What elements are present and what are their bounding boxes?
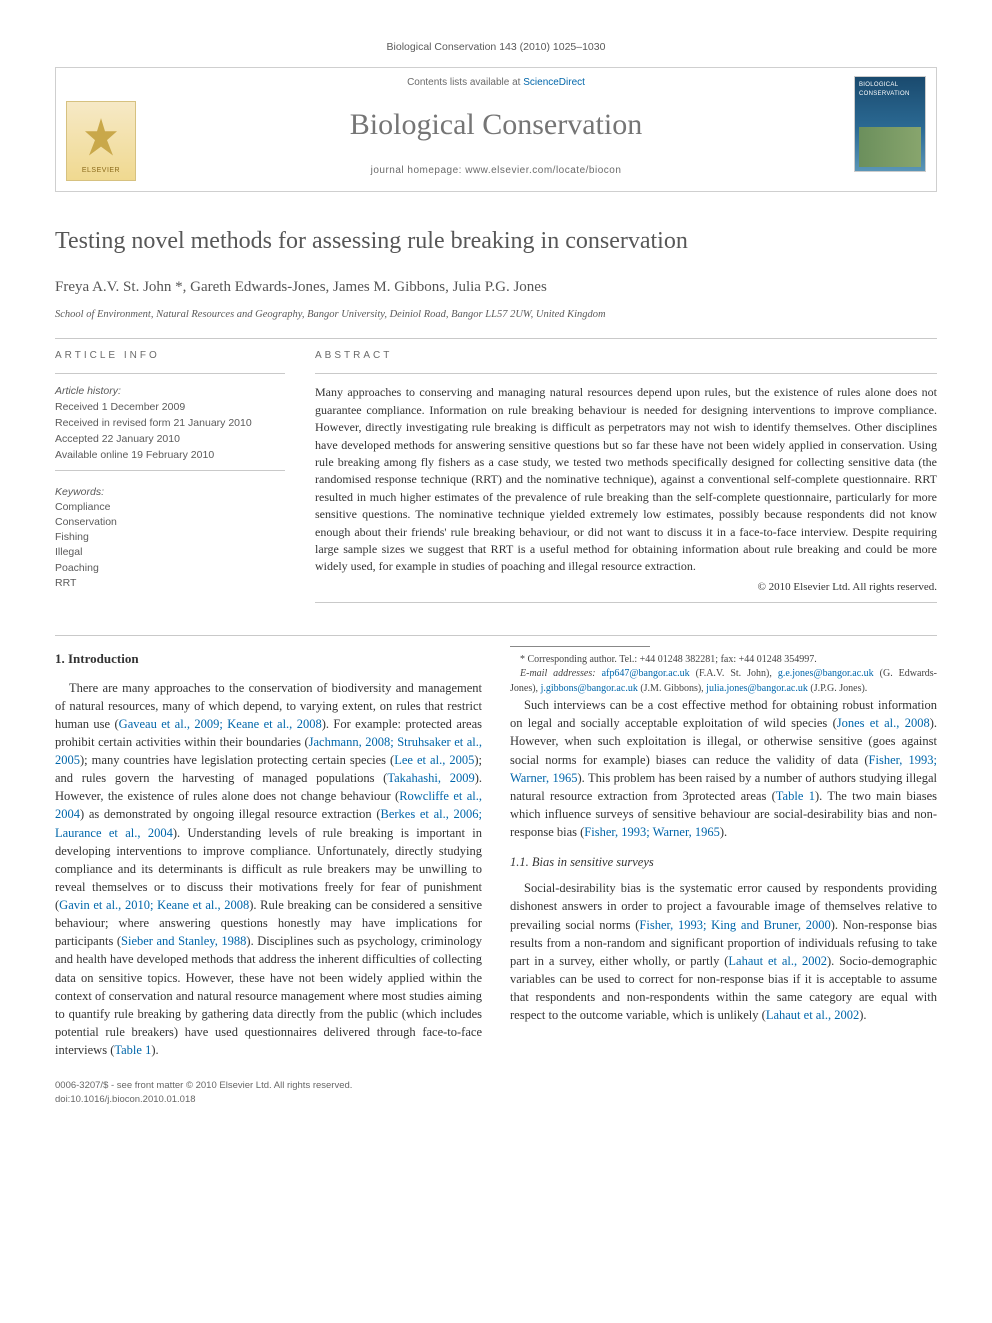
author-list: Freya A.V. St. John *, Gareth Edwards-Jo… (55, 277, 937, 299)
footer-line: 0006-3207/$ - see front matter © 2010 El… (55, 1079, 937, 1093)
footer-doi: doi:10.1016/j.biocon.2010.01.018 (55, 1093, 937, 1107)
masthead-center: Contents lists available at ScienceDirec… (156, 76, 836, 179)
body-columns: 1. Introduction There are many approache… (55, 646, 937, 1059)
body-text: ). (859, 1008, 866, 1022)
email-link[interactable]: afp647@bangor.ac.uk (602, 668, 690, 679)
body-text: ). (720, 825, 727, 839)
article-title: Testing novel methods for assessing rule… (55, 224, 937, 259)
homepage-pre: journal homepage: (371, 165, 466, 176)
citation-link[interactable]: Sieber and Stanley, 1988 (121, 934, 246, 948)
email-name: (F.A.V. St. John), (690, 668, 778, 679)
abstract-heading: ABSTRACT (315, 349, 937, 364)
affiliation: School of Environment, Natural Resources… (55, 307, 937, 322)
email-addresses: E-mail addresses: afp647@bangor.ac.uk (F… (510, 667, 937, 696)
history-label: Article history: (55, 384, 285, 399)
abstract-rule (315, 373, 937, 374)
journal-cover-thumb: BIOLOGICAL CONSERVATION (854, 76, 926, 172)
citation-link[interactable]: Fisher, 1993; Warner, 1965 (584, 825, 720, 839)
keyword: Conservation (55, 515, 285, 530)
article-info-heading: ARTICLE INFO (55, 349, 285, 364)
keyword: Fishing (55, 530, 285, 545)
keyword: Illegal (55, 545, 285, 560)
email-link[interactable]: g.e.jones@bangor.ac.uk (778, 668, 874, 679)
body-top-rule (55, 635, 937, 636)
citation-link[interactable]: Lee et al., 2005 (394, 753, 474, 767)
homepage-url: www.elsevier.com/locate/biocon (465, 165, 621, 176)
journal-homepage-line: journal homepage: www.elsevier.com/locat… (156, 164, 836, 179)
history-line: Received 1 December 2009 (55, 400, 285, 415)
citation-link[interactable]: Jones et al., 2008 (837, 716, 930, 730)
running-head: Biological Conservation 143 (2010) 1025–… (55, 40, 937, 55)
abstract-text: Many approaches to conserving and managi… (315, 384, 937, 575)
divider-rule (55, 338, 937, 339)
keyword: Compliance (55, 500, 285, 515)
article-info: ARTICLE INFO Article history: Received 1… (55, 349, 285, 613)
journal-name: Biological Conservation (156, 103, 836, 147)
body-text: ). (151, 1043, 158, 1057)
cover-title: BIOLOGICAL CONSERVATION (859, 81, 921, 98)
body-paragraph: There are many approaches to the conserv… (55, 679, 482, 1060)
info-rule (55, 373, 285, 374)
abstract-copyright: © 2010 Elsevier Ltd. All rights reserved… (315, 580, 937, 596)
publisher-logo: ELSEVIER (66, 101, 136, 181)
citation-link[interactable]: Lahaut et al., 2002 (766, 1008, 859, 1022)
abstract-rule-bottom (315, 602, 937, 603)
subsection-heading: 1.1. Bias in sensitive surveys (510, 853, 937, 871)
body-paragraph: Social-desirability bias is the systemat… (510, 879, 937, 1024)
email-name: (J.M. Gibbons), (638, 683, 706, 694)
intro-heading: 1. Introduction (55, 650, 482, 669)
availability-pre: Contents lists available at (407, 77, 523, 88)
citation-link[interactable]: Lahaut et al., 2002 (728, 954, 827, 968)
emails-label: E-mail addresses: (520, 668, 602, 679)
history-line: Received in revised form 21 January 2010 (55, 416, 285, 431)
citation-link[interactable]: Gaveau et al., 2009; Keane et al., 2008 (119, 717, 322, 731)
table-ref-link[interactable]: Table 1 (114, 1043, 151, 1057)
body-paragraph: Such interviews can be a cost effective … (510, 696, 937, 841)
page-footer: 0006-3207/$ - see front matter © 2010 El… (55, 1079, 937, 1107)
keyword: RRT (55, 576, 285, 591)
footnote-rule (510, 646, 650, 647)
citation-link[interactable]: Takahashi, 2009 (387, 771, 474, 785)
table-ref-link[interactable]: Table 1 (776, 789, 815, 803)
body-text: ) as demonstrated by ongoing illegal res… (80, 807, 381, 821)
corresponding-author-note: * Corresponding author. Tel.: +44 01248 … (510, 653, 937, 668)
citation-link[interactable]: Fisher, 1993; King and Bruner, 2000 (639, 918, 830, 932)
citation-link[interactable]: Gavin et al., 2010; Keane et al., 2008 (59, 898, 249, 912)
cover-image-icon (859, 127, 921, 167)
email-name: (J.P.G. Jones). (808, 683, 867, 694)
email-link[interactable]: julia.jones@bangor.ac.uk (706, 683, 808, 694)
footnotes: * Corresponding author. Tel.: +44 01248 … (510, 653, 937, 697)
keywords-label: Keywords: (55, 485, 285, 500)
masthead: ELSEVIER Contents lists available at Sci… (55, 67, 937, 192)
availability-line: Contents lists available at ScienceDirec… (156, 76, 836, 91)
info-rule (55, 470, 285, 471)
authors-text: Freya A.V. St. John *, Gareth Edwards-Jo… (55, 279, 547, 295)
sciencedirect-link[interactable]: ScienceDirect (523, 77, 585, 88)
elsevier-tree-icon (81, 118, 121, 162)
history-line: Accepted 22 January 2010 (55, 432, 285, 447)
publisher-logo-text: ELSEVIER (82, 166, 120, 176)
abstract: ABSTRACT Many approaches to conserving a… (315, 349, 937, 613)
body-text: ); many countries have legislation prote… (80, 753, 394, 767)
keyword: Poaching (55, 561, 285, 576)
history-line: Available online 19 February 2010 (55, 448, 285, 463)
info-abstract-row: ARTICLE INFO Article history: Received 1… (55, 349, 937, 613)
email-link[interactable]: j.gibbons@bangor.ac.uk (541, 683, 638, 694)
